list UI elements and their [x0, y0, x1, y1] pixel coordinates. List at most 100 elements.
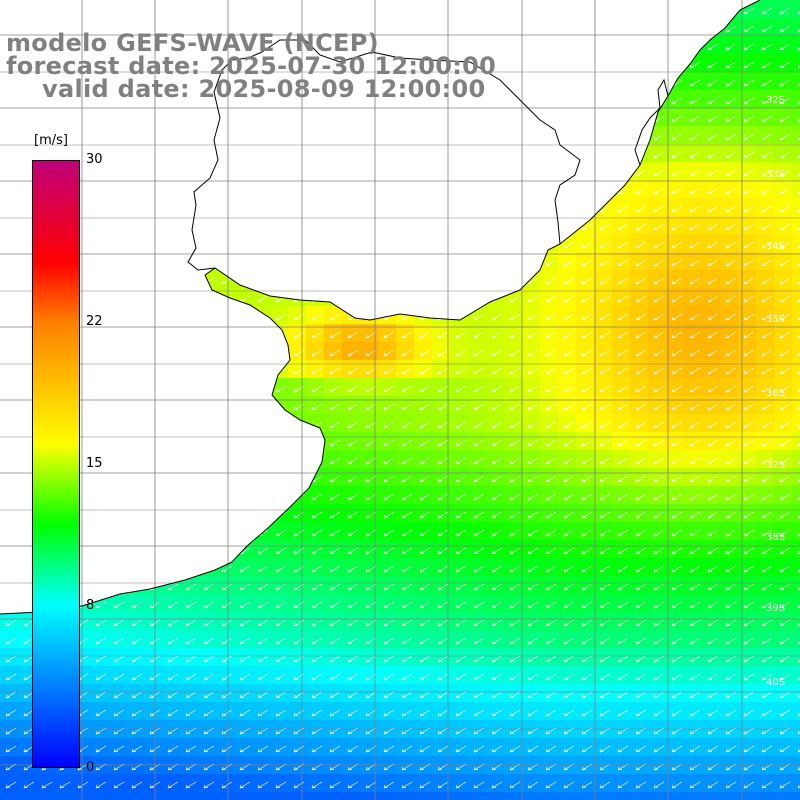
- wind-speed-cell: [756, 774, 774, 792]
- wind-speed-cell: [720, 378, 738, 396]
- wind-arrow: [509, 745, 521, 753]
- wind-arrow: [401, 439, 413, 447]
- wind-arrow: [365, 529, 377, 537]
- wind-arrow: [383, 7, 395, 15]
- wind-arrow: [761, 709, 773, 717]
- wind-arrow: [185, 709, 197, 717]
- wind-speed-cell: [612, 126, 630, 144]
- wind-speed-cell: [432, 144, 450, 162]
- wind-arrow: [455, 601, 467, 609]
- wind-arrow: [563, 97, 575, 105]
- wind-arrow: [185, 475, 197, 483]
- wind-arrow: [581, 43, 593, 51]
- wind-arrow: [257, 601, 269, 609]
- wind-speed-cell: [486, 18, 504, 36]
- wind-arrow: [527, 475, 539, 483]
- wind-speed-cell: [198, 108, 216, 126]
- wind-speed-cell: [684, 666, 702, 684]
- wind-arrow: [329, 421, 341, 429]
- wind-arrow: [653, 781, 665, 789]
- wind-speed-cell: [432, 450, 450, 468]
- wind-arrow: [239, 259, 251, 267]
- wind-speed-cell: [558, 792, 576, 800]
- wind-arrow: [95, 403, 107, 411]
- wind-speed-cell: [360, 342, 378, 360]
- wind-speed-cell: [378, 702, 396, 720]
- wind-arrow: [743, 565, 755, 573]
- wind-arrow: [779, 43, 791, 51]
- wind-speed-cell: [360, 684, 378, 702]
- wind-arrow: [545, 385, 557, 393]
- wind-arrow: [239, 493, 251, 501]
- wind-speed-cell: [630, 90, 648, 108]
- wind-arrow: [203, 313, 215, 321]
- wind-speed-cell: [630, 594, 648, 612]
- wind-arrow: [239, 133, 251, 141]
- wind-arrow: [779, 493, 791, 501]
- wind-speed-cell: [288, 234, 306, 252]
- wind-arrow: [725, 79, 737, 87]
- wind-speed-cell: [720, 198, 738, 216]
- wind-speed-cell: [252, 360, 270, 378]
- wind-arrow: [563, 43, 575, 51]
- wind-speed-cell: [630, 612, 648, 630]
- wind-arrow: [383, 565, 395, 573]
- wind-speed-cell: [648, 792, 666, 800]
- wind-arrow: [581, 277, 593, 285]
- wind-arrow: [41, 115, 53, 123]
- wind-arrow: [185, 637, 197, 645]
- wind-arrow: [329, 205, 341, 213]
- wind-arrow: [761, 583, 773, 591]
- wind-arrow: [473, 547, 485, 555]
- wind-speed-cell: [324, 648, 342, 666]
- wind-speed-cell: [144, 468, 162, 486]
- wind-arrow: [689, 583, 701, 591]
- wind-arrow: [779, 367, 791, 375]
- wind-arrow: [95, 205, 107, 213]
- wind-arrow: [95, 169, 107, 177]
- wind-arrow: [653, 655, 665, 663]
- wind-speed-cell: [126, 396, 144, 414]
- wind-arrow: [23, 115, 35, 123]
- wind-speed-cell: [792, 450, 800, 468]
- wind-speed-cell: [342, 648, 360, 666]
- wind-speed-cell: [162, 360, 180, 378]
- wind-arrow: [725, 529, 737, 537]
- wind-arrow: [545, 97, 557, 105]
- wind-arrow: [239, 349, 251, 357]
- wind-speed-cell: [630, 666, 648, 684]
- wind-arrow: [275, 349, 287, 357]
- wind-arrow: [707, 43, 719, 51]
- wind-arrow: [347, 133, 359, 141]
- wind-speed-cell: [540, 54, 558, 72]
- wind-speed-cell: [216, 630, 234, 648]
- wind-speed-cell: [486, 108, 504, 126]
- wind-speed-cell: [396, 126, 414, 144]
- wind-speed-cell: [270, 504, 288, 522]
- wind-speed-cell: [756, 162, 774, 180]
- wind-speed-cell: [288, 702, 306, 720]
- wind-speed-cell: [558, 144, 576, 162]
- wind-arrow: [509, 655, 521, 663]
- wind-speed-cell: [648, 36, 666, 54]
- wind-speed-cell: [288, 450, 306, 468]
- wind-arrow: [599, 241, 611, 249]
- wind-speed-cell: [540, 18, 558, 36]
- wind-arrow: [509, 205, 521, 213]
- wind-speed-cell: [594, 396, 612, 414]
- wind-arrow: [761, 565, 773, 573]
- wind-arrow: [689, 457, 701, 465]
- wind-arrow: [203, 475, 215, 483]
- wind-speed-cell: [630, 630, 648, 648]
- wind-arrow: [599, 7, 611, 15]
- wind-arrow: [5, 187, 17, 195]
- wind-arrow: [725, 115, 737, 123]
- wind-speed-cell: [666, 180, 684, 198]
- wind-speed-cell: [162, 378, 180, 396]
- wind-arrow: [563, 745, 575, 753]
- wind-speed-cell: [126, 108, 144, 126]
- wind-speed-cell: [486, 306, 504, 324]
- wind-speed-cell: [450, 450, 468, 468]
- wind-speed-cell: [90, 774, 108, 792]
- wind-speed-cell: [486, 684, 504, 702]
